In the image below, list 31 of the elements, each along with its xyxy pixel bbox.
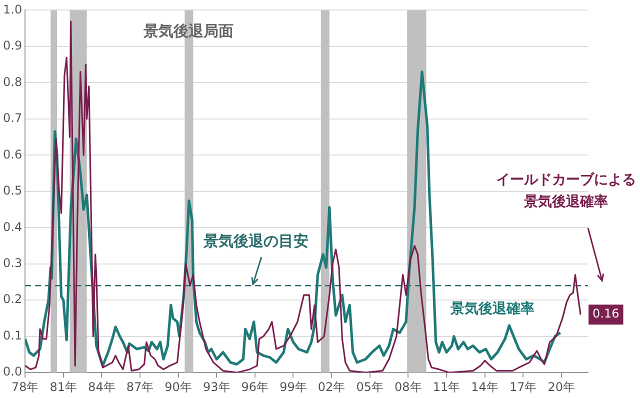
x-tick-label: 93年 (202, 380, 230, 394)
y-tick-label: 0.2 (2, 292, 22, 306)
x-tick-label: 78年 (11, 380, 39, 394)
x-tick-label: 20年 (548, 380, 576, 394)
y-tick-label: 1.0 (2, 2, 22, 16)
y-tick-label: 0.8 (2, 74, 22, 89)
y-tick-label: 0.1 (2, 328, 22, 342)
text: イールドカーブによる景気後退確率 (496, 171, 636, 210)
annotation: 景気後退局面 (142, 22, 234, 40)
y-tick-label: 0.9 (2, 38, 22, 53)
x-tick-label: 90年 (164, 380, 192, 394)
x-tick-label: 99年 (280, 380, 307, 394)
y-tick-label: 0.5 (2, 184, 22, 198)
y-tick-label: 0.3 (2, 256, 22, 270)
x-tick-label: 96年 (241, 380, 269, 394)
x-tick-label: 14年 (471, 380, 498, 394)
y-tick-label: 0.6 (2, 147, 22, 162)
x-tick-label: 08年 (394, 380, 422, 394)
x-tick-label: 81年 (50, 380, 78, 394)
x-tick-label: 05年 (356, 380, 384, 394)
x-tick-label: 17年 (509, 380, 537, 394)
y-tick-label: 0.4 (2, 220, 22, 234)
x-tick-label: 87年 (126, 380, 154, 394)
y-tick-label: 0.0 (2, 364, 22, 379)
series-label: 景気後退確率 (449, 300, 534, 317)
annotation: 景気後退の目安 (202, 232, 308, 250)
x-tick-label: 84年 (88, 380, 116, 394)
x-tick-label: 02年 (318, 380, 346, 394)
y-tick-label: 0.7 (2, 111, 22, 126)
x-tick-label: 11年 (432, 380, 460, 394)
annotation: 0.16 (592, 306, 620, 321)
